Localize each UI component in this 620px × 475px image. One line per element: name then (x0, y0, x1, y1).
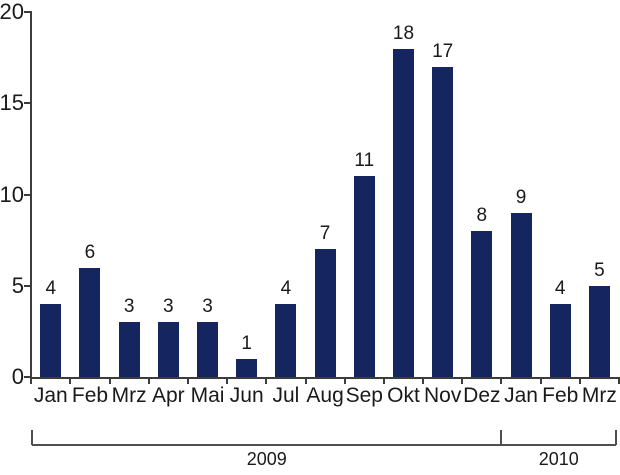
x-axis-tick (618, 377, 620, 384)
bar (588, 285, 610, 377)
x-axis-tick (461, 377, 464, 384)
x-axis-line (30, 377, 619, 379)
year-bracket-tick (615, 430, 617, 445)
bar (157, 322, 179, 377)
bar (392, 48, 414, 377)
x-axis-tick (186, 377, 189, 384)
bar-value-label: 18 (392, 22, 415, 44)
y-axis-line (30, 11, 32, 378)
x-axis-tick (226, 377, 229, 384)
x-axis-tick (422, 377, 425, 384)
year-bracket-line (32, 444, 616, 446)
year-label: 2009 (246, 449, 287, 469)
bar-value-label: 7 (319, 223, 331, 245)
x-axis-category-label: Mrz (581, 384, 617, 407)
bar-value-label: 6 (84, 241, 96, 263)
x-axis-tick (539, 377, 542, 384)
x-axis-category-label: Feb (542, 384, 579, 407)
year-label: 2010 (538, 449, 579, 469)
bar-value-label: 3 (123, 296, 135, 318)
x-axis-tick (343, 377, 346, 384)
x-axis-category-label: Jun (229, 384, 264, 407)
bar-value-label: 3 (163, 296, 174, 318)
y-axis-tick (24, 102, 30, 105)
bar-value-label: 3 (202, 296, 213, 318)
year-bracket-tick (500, 430, 503, 445)
x-axis-category-label: Feb (71, 384, 109, 407)
bar (314, 249, 336, 377)
bar (236, 358, 258, 377)
x-axis-category-label: Okt (387, 384, 420, 407)
y-axis-tick (24, 284, 30, 287)
x-axis-category-label: Apr (152, 384, 185, 407)
x-axis-category-label: Mrz (111, 384, 147, 407)
x-axis-category-label: Dez (463, 384, 501, 407)
bar (40, 304, 62, 377)
y-axis-tick-label: 20 (0, 0, 24, 24)
bar (197, 322, 219, 377)
bar-value-label: 8 (476, 205, 488, 226)
bar-value-label: 1 (241, 332, 252, 354)
y-axis-tick (24, 193, 30, 196)
x-axis-category-label: Jan (504, 384, 538, 407)
bar-value-label: 9 (515, 186, 527, 208)
bar-value-label: 4 (554, 278, 566, 299)
x-axis-tick (108, 377, 111, 384)
y-axis-tick (24, 376, 30, 378)
bar (471, 231, 493, 377)
bar (549, 304, 571, 377)
bar (432, 66, 454, 377)
bar (275, 304, 297, 377)
y-axis-tick-label: 15 (0, 90, 24, 116)
bar (510, 212, 532, 377)
y-axis-tick-label: 5 (11, 272, 24, 298)
y-axis-tick-label: 0 (11, 364, 24, 389)
bar (118, 322, 140, 377)
bar-value-label: 4 (45, 278, 57, 299)
bar-value-label: 5 (594, 259, 605, 281)
x-axis-category-label: Jul (272, 384, 300, 407)
x-axis-category-label: Jan (33, 384, 68, 407)
bar (353, 176, 375, 377)
x-axis-tick (30, 377, 33, 384)
y-axis-tick-label: 10 (0, 181, 24, 207)
x-axis-tick (265, 377, 268, 384)
x-axis-tick (578, 377, 581, 384)
x-axis-category-label: Aug (306, 384, 344, 407)
x-axis-category-label: Nov (423, 384, 462, 407)
x-axis-category-label: Mai (190, 384, 225, 407)
x-axis-tick (304, 377, 307, 384)
y-axis-tick (24, 11, 30, 13)
year-bracket-tick (31, 430, 33, 445)
x-axis-tick (382, 377, 385, 384)
x-axis-tick (500, 377, 503, 384)
bar-value-label: 4 (280, 278, 292, 299)
bar (79, 267, 101, 377)
bar-value-label: 17 (432, 40, 454, 62)
x-axis-category-label: Sep (345, 384, 383, 407)
x-axis-tick (69, 377, 72, 384)
x-axis-tick (147, 377, 150, 384)
bar-value-label: 11 (354, 150, 375, 172)
